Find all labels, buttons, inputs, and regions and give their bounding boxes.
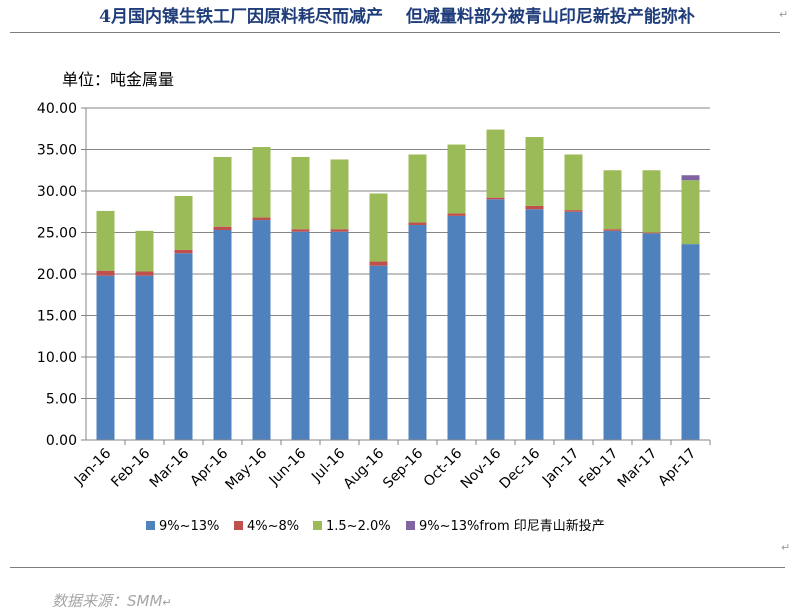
paragraph-mark: ↵ xyxy=(779,8,789,21)
bar-segment xyxy=(96,270,115,276)
bar-segment xyxy=(603,230,622,440)
bar-segment xyxy=(96,210,115,271)
bar-segment xyxy=(525,209,544,440)
x-tick-label: Jun-16 xyxy=(266,445,310,489)
x-tick-label: Aug-16 xyxy=(341,445,388,492)
legend: 9%~13% 4%~8% 1.5~2.0% 9%~13%from 印尼青山新投产 xyxy=(146,518,605,534)
legend-label: 4%~8% xyxy=(247,519,299,534)
bar-segment xyxy=(135,275,154,440)
bar-segment xyxy=(174,249,193,254)
x-tick-label: Feb-17 xyxy=(576,446,621,491)
y-tick-label: 40.00 xyxy=(37,101,77,117)
legend-label: 9%~13% xyxy=(159,519,219,534)
source-note: 数据来源：SMM↵ xyxy=(52,590,172,611)
x-tick-label: Feb-16 xyxy=(108,445,153,490)
bar-segment xyxy=(330,159,349,230)
bar-segment xyxy=(408,222,427,226)
x-tick-label: Dec-16 xyxy=(497,445,544,492)
legend-swatch xyxy=(146,521,155,530)
unit-label: 单位：吨金属量 xyxy=(62,70,174,89)
bar-segment xyxy=(447,144,466,214)
x-tick-label: Sep-16 xyxy=(380,445,426,491)
x-tick-label: May-16 xyxy=(223,445,271,493)
y-tick-label: 20.00 xyxy=(37,267,77,283)
legend-label: 9%~13%from 印尼青山新投产 xyxy=(419,518,605,534)
bars xyxy=(96,129,700,440)
source-text: 数据来源：SMM xyxy=(52,592,163,610)
bar-segment xyxy=(330,231,349,440)
x-tick-label: Mar-17 xyxy=(615,446,661,492)
bar-segment xyxy=(135,230,154,272)
bar-segment xyxy=(408,225,427,440)
bar-segment xyxy=(408,154,427,223)
y-tick-label: 0.00 xyxy=(46,433,77,449)
bar-segment xyxy=(330,229,349,232)
bar-segment xyxy=(252,147,271,218)
bar-segment xyxy=(291,231,310,440)
legend-swatch xyxy=(406,521,415,530)
x-tick-label: Jan-16 xyxy=(71,445,115,489)
x-tick-label: Oct-16 xyxy=(421,445,466,490)
x-tick-label: Mar-16 xyxy=(147,445,193,491)
footer-divider xyxy=(10,567,785,568)
legend-label: 1.5~2.0% xyxy=(326,519,391,534)
bar-segment xyxy=(369,193,388,262)
title-underline xyxy=(10,32,780,33)
x-tick-label: Nov-16 xyxy=(458,445,505,492)
bar-segment xyxy=(681,244,700,440)
bar-segment xyxy=(603,229,622,231)
y-tick-label: 30.00 xyxy=(37,184,77,200)
bar-segment xyxy=(213,156,232,227)
bar-segment xyxy=(564,210,583,212)
legend-swatch xyxy=(234,521,243,530)
legend-swatch xyxy=(313,521,322,530)
bar-segment xyxy=(213,226,232,231)
bar-segment xyxy=(96,275,115,440)
bar-segment xyxy=(135,271,154,276)
bar-segment xyxy=(213,230,232,440)
bar-segment xyxy=(642,233,661,440)
bar-segment xyxy=(564,154,583,211)
bar-segment xyxy=(681,180,700,245)
bar-segment xyxy=(486,197,505,200)
bar-segment xyxy=(486,129,505,198)
bar-segment xyxy=(447,215,466,440)
bar-segment xyxy=(603,170,622,230)
y-tick-label: 15.00 xyxy=(37,309,77,325)
bar-segment xyxy=(681,175,700,181)
bar-segment xyxy=(291,156,310,230)
bar-segment xyxy=(642,170,661,233)
y-tick-label: 10.00 xyxy=(37,350,77,366)
page-title: 4月国内镍生铁工厂因原料耗尽而减产 但减量料部分被青山印尼新投产能弥补 xyxy=(99,7,695,27)
y-axis: 0.00 5.00 10.00 15.00 20.00 25.00 30.00 35.00 40… xyxy=(37,101,87,449)
bar-segment xyxy=(174,195,193,250)
bar-segment xyxy=(525,137,544,206)
y-tick-label: 5.00 xyxy=(46,392,77,408)
y-tick-label: 25.00 xyxy=(37,226,77,242)
bar-segment xyxy=(369,261,388,266)
bar-segment xyxy=(291,229,310,232)
y-tick-label: 35.00 xyxy=(37,143,77,159)
bar-segment xyxy=(447,213,466,216)
bar-segment xyxy=(369,265,388,440)
paragraph-mark: ↵ xyxy=(162,596,172,609)
bar-segment xyxy=(642,232,661,234)
bar-segment xyxy=(252,217,271,221)
bar-segment xyxy=(174,253,193,440)
bar-segment xyxy=(252,220,271,440)
paragraph-mark: ↵ xyxy=(781,541,791,554)
bar-segment xyxy=(564,211,583,440)
x-tick-label: Apr-17 xyxy=(655,446,699,490)
bar-segment xyxy=(486,199,505,440)
x-tick-label: Jan-17 xyxy=(539,446,582,489)
bar-segment xyxy=(525,205,544,210)
